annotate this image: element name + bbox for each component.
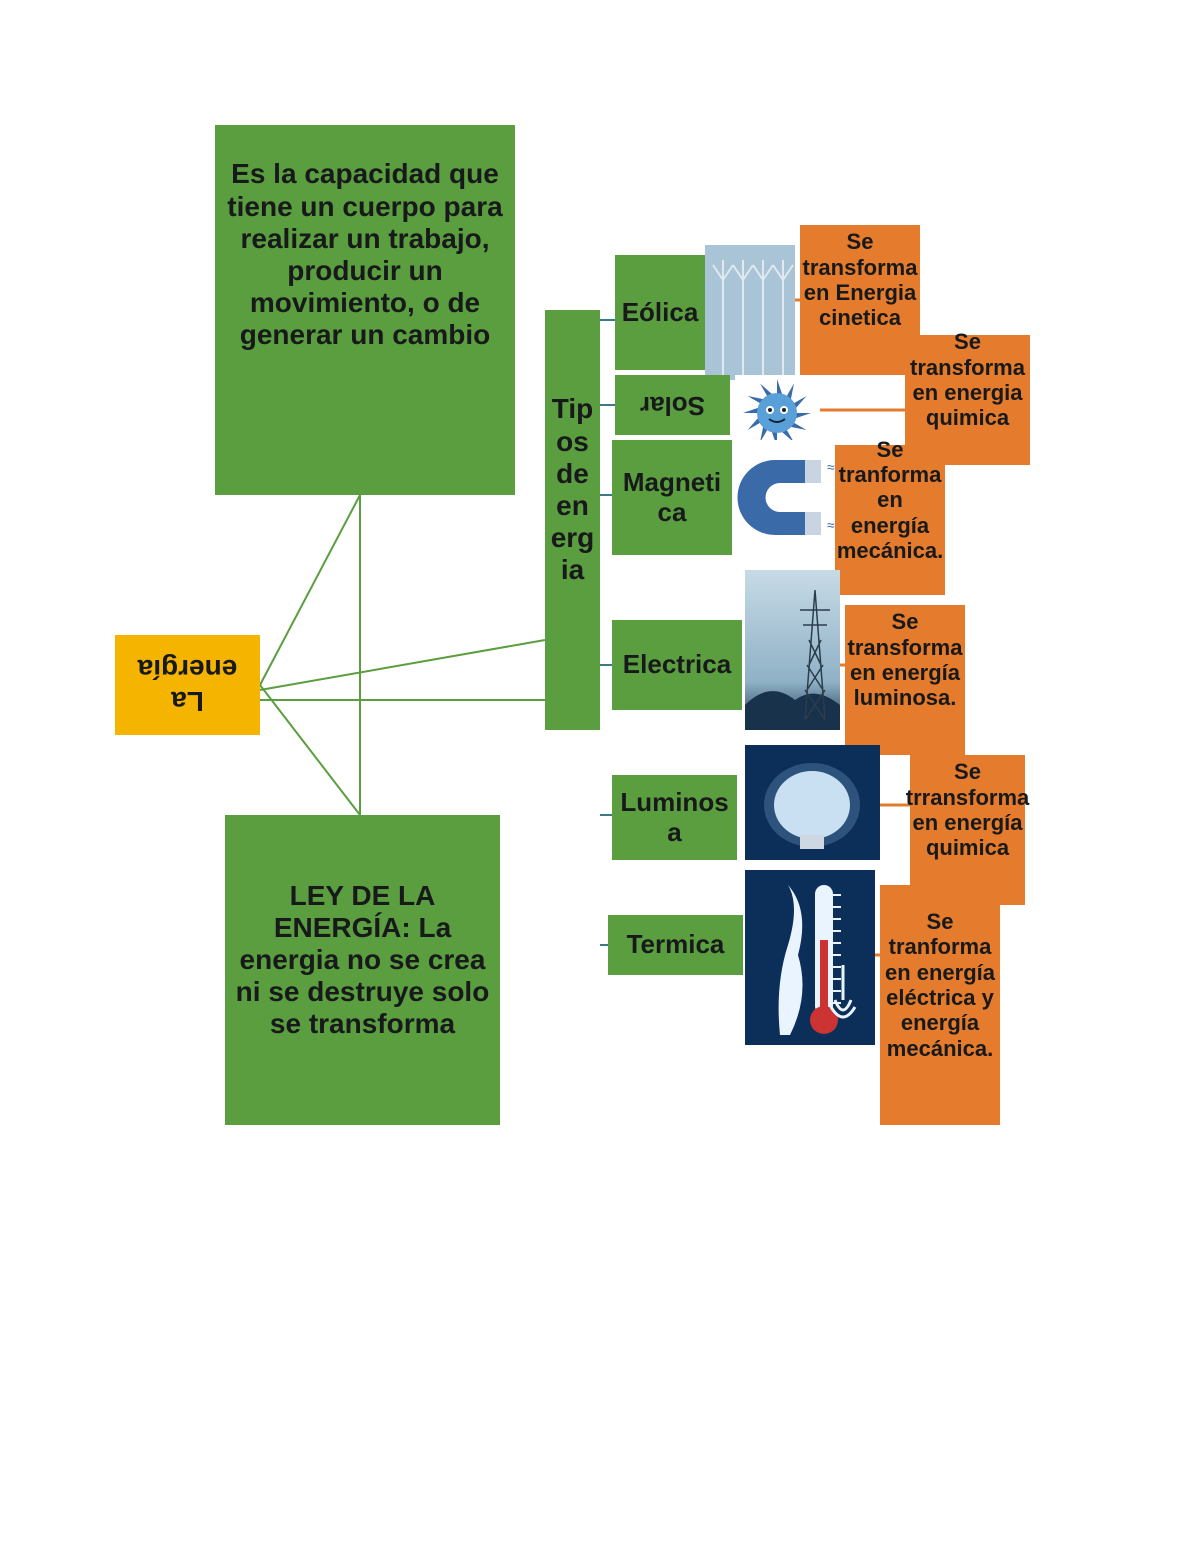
transform-termica: Se tranforma en energía eléctrica y ener… xyxy=(880,885,1000,1125)
type-electrica: Electrica xyxy=(612,620,742,710)
transform-luminosa: Se trransforma en energía quimica xyxy=(910,755,1025,905)
magnetica-icon: ≈ ≈ xyxy=(735,440,835,555)
type-magnetica: Magnetica xyxy=(612,440,732,555)
termica-icon xyxy=(745,870,875,1045)
transform-eolica: Se transforma en Energia cinetica xyxy=(800,225,920,375)
transform-magnetica: Se tranforma en energía mecánica. xyxy=(835,445,945,595)
transform-magnetica-label: Se tranforma en energía mecánica. xyxy=(837,437,943,563)
type-termica-label: Termica xyxy=(627,930,725,960)
transform-eolica-label: Se transforma en Energia cinetica xyxy=(803,229,918,330)
electrica-icon xyxy=(745,570,840,730)
type-luminosa-label: Luminosa xyxy=(616,788,733,848)
svg-text:≈: ≈ xyxy=(827,517,835,533)
law-node: LEY DE LA ENERGÍA: La energia no se crea… xyxy=(225,815,500,1125)
transform-termica-label: Se tranforma en energía eléctrica y ener… xyxy=(884,909,996,1061)
luminosa-icon xyxy=(745,745,880,860)
law-label: LEY DE LA ENERGÍA: La energia no se crea… xyxy=(229,880,496,1041)
type-termica: Termica xyxy=(608,915,743,975)
type-eolica-label: Eólica xyxy=(622,298,699,328)
types-node: Tipos de energia xyxy=(545,310,600,730)
transform-solar-label: Se transforma en energia quimica xyxy=(909,329,1026,430)
root-label: La energía xyxy=(119,653,256,717)
type-electrica-label: Electrica xyxy=(623,650,731,680)
type-eolica: Eólica xyxy=(615,255,705,370)
type-luminosa: Luminosa xyxy=(612,775,737,860)
type-magnetica-label: Magnetica xyxy=(616,468,728,528)
transform-electrica: Se transforma en energía luminosa. xyxy=(845,605,965,755)
type-solar: Solar xyxy=(615,375,730,435)
solar-icon xyxy=(735,375,820,450)
types-label: Tipos de energia xyxy=(549,393,596,586)
definition-label: Es la capacidad que tiene un cuerpo para… xyxy=(219,158,511,351)
svg-text:≈: ≈ xyxy=(827,459,835,475)
type-solar-label: Solar xyxy=(640,390,705,420)
eolica-icon xyxy=(705,245,795,380)
root-node: La energía xyxy=(115,635,260,735)
definition-node: Es la capacidad que tiene un cuerpo para… xyxy=(215,125,515,495)
transform-luminosa-label: Se trransforma en energía quimica xyxy=(906,759,1029,860)
transform-electrica-label: Se transforma en energía luminosa. xyxy=(848,609,963,710)
